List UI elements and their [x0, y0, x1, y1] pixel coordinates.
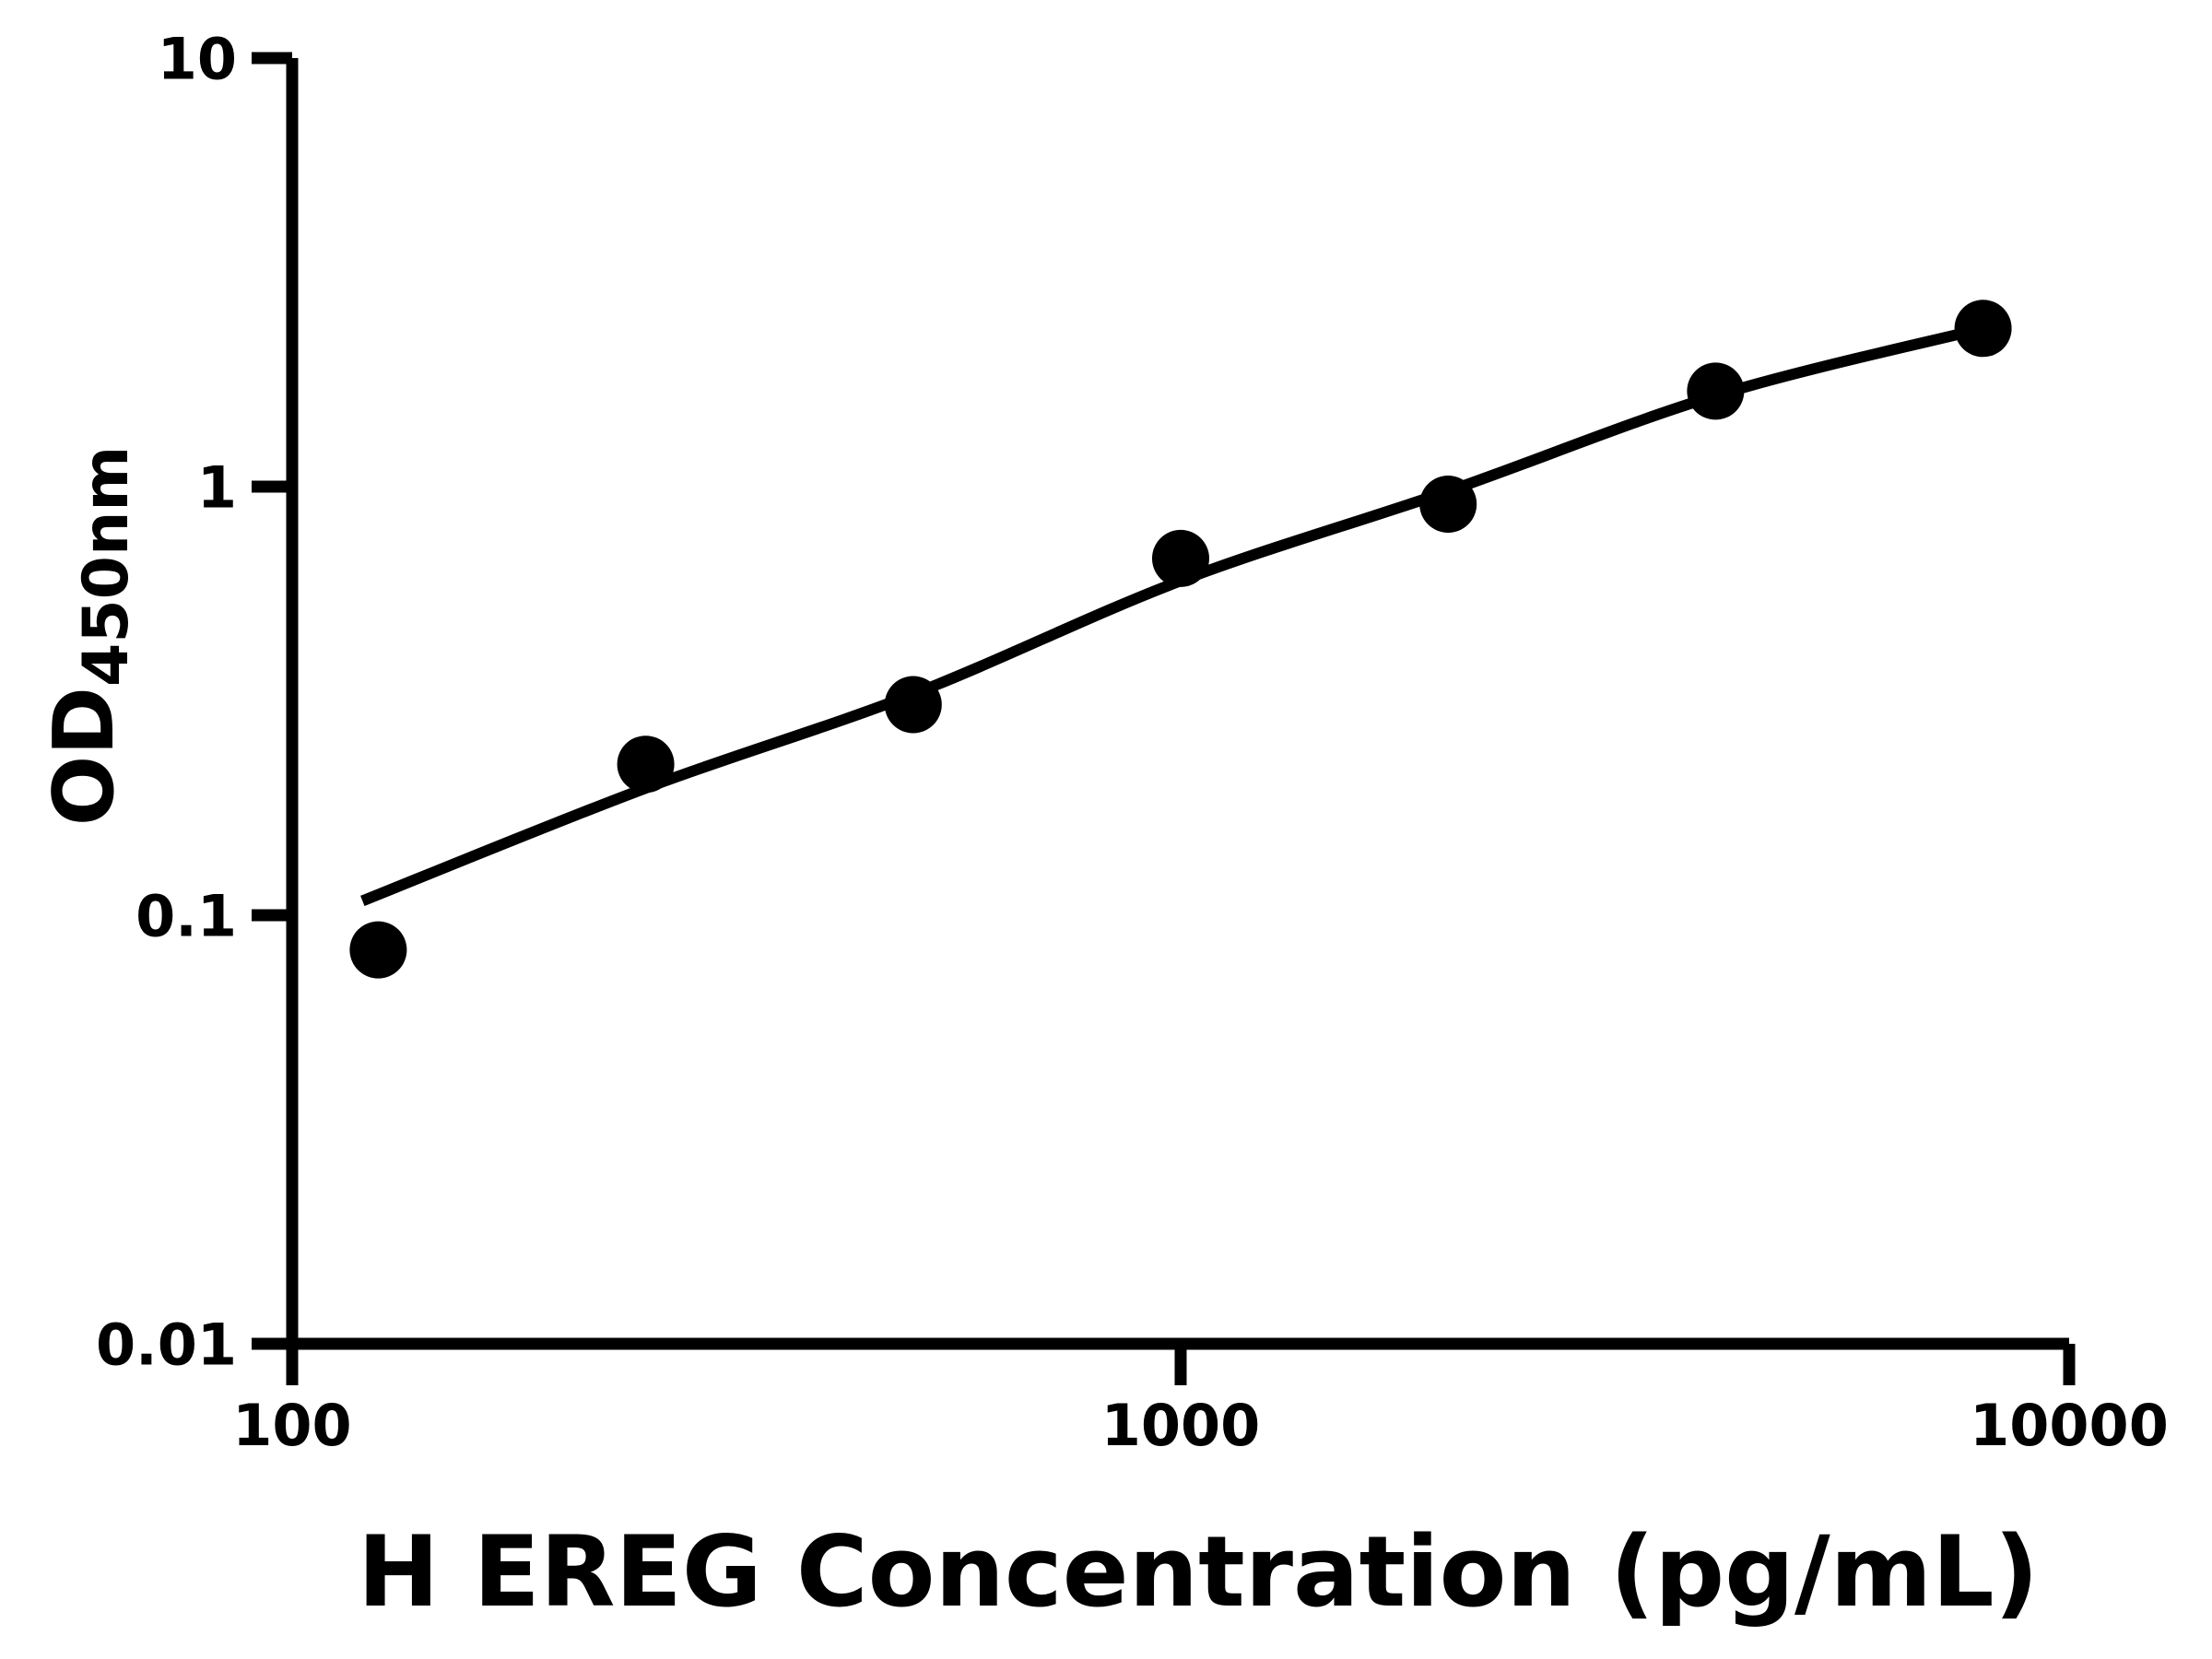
- axis-lines: [286, 58, 2069, 1350]
- y-axis-tick-label: 0.1: [135, 882, 237, 949]
- points-layer: [349, 300, 2012, 979]
- tick-labels-layer: 0.01 0.1 1 10 100 1000 10000: [96, 25, 2169, 1459]
- data-point: [884, 676, 942, 734]
- y-axis-tick-label: 10: [158, 25, 237, 92]
- x-axis-tick-label: 100: [232, 1392, 351, 1459]
- y-axis-title: OD450nm: [36, 446, 143, 826]
- data-point: [617, 735, 675, 794]
- x-axis-tick-label: 10000: [1970, 1392, 2169, 1459]
- y-axis-title-subscript: 450nm: [70, 446, 143, 687]
- trend-line: [360, 323, 1985, 907]
- data-point: [349, 921, 407, 979]
- trend-layer: [360, 323, 1985, 907]
- data-point: [1954, 300, 2012, 358]
- data-point: [1687, 362, 1745, 420]
- y-axis-title-main: OD: [36, 687, 133, 826]
- y-axis-tick-label: 1: [197, 453, 237, 521]
- x-axis-tick-label: 1000: [1101, 1392, 1261, 1459]
- data-point: [1152, 529, 1209, 587]
- data-point: [1419, 476, 1477, 533]
- axes-layer: [252, 52, 2076, 1385]
- x-axis-title: H EREG Concentration (pg/mL): [358, 1515, 2039, 1629]
- y-axis-tick-label: 0.01: [96, 1311, 237, 1378]
